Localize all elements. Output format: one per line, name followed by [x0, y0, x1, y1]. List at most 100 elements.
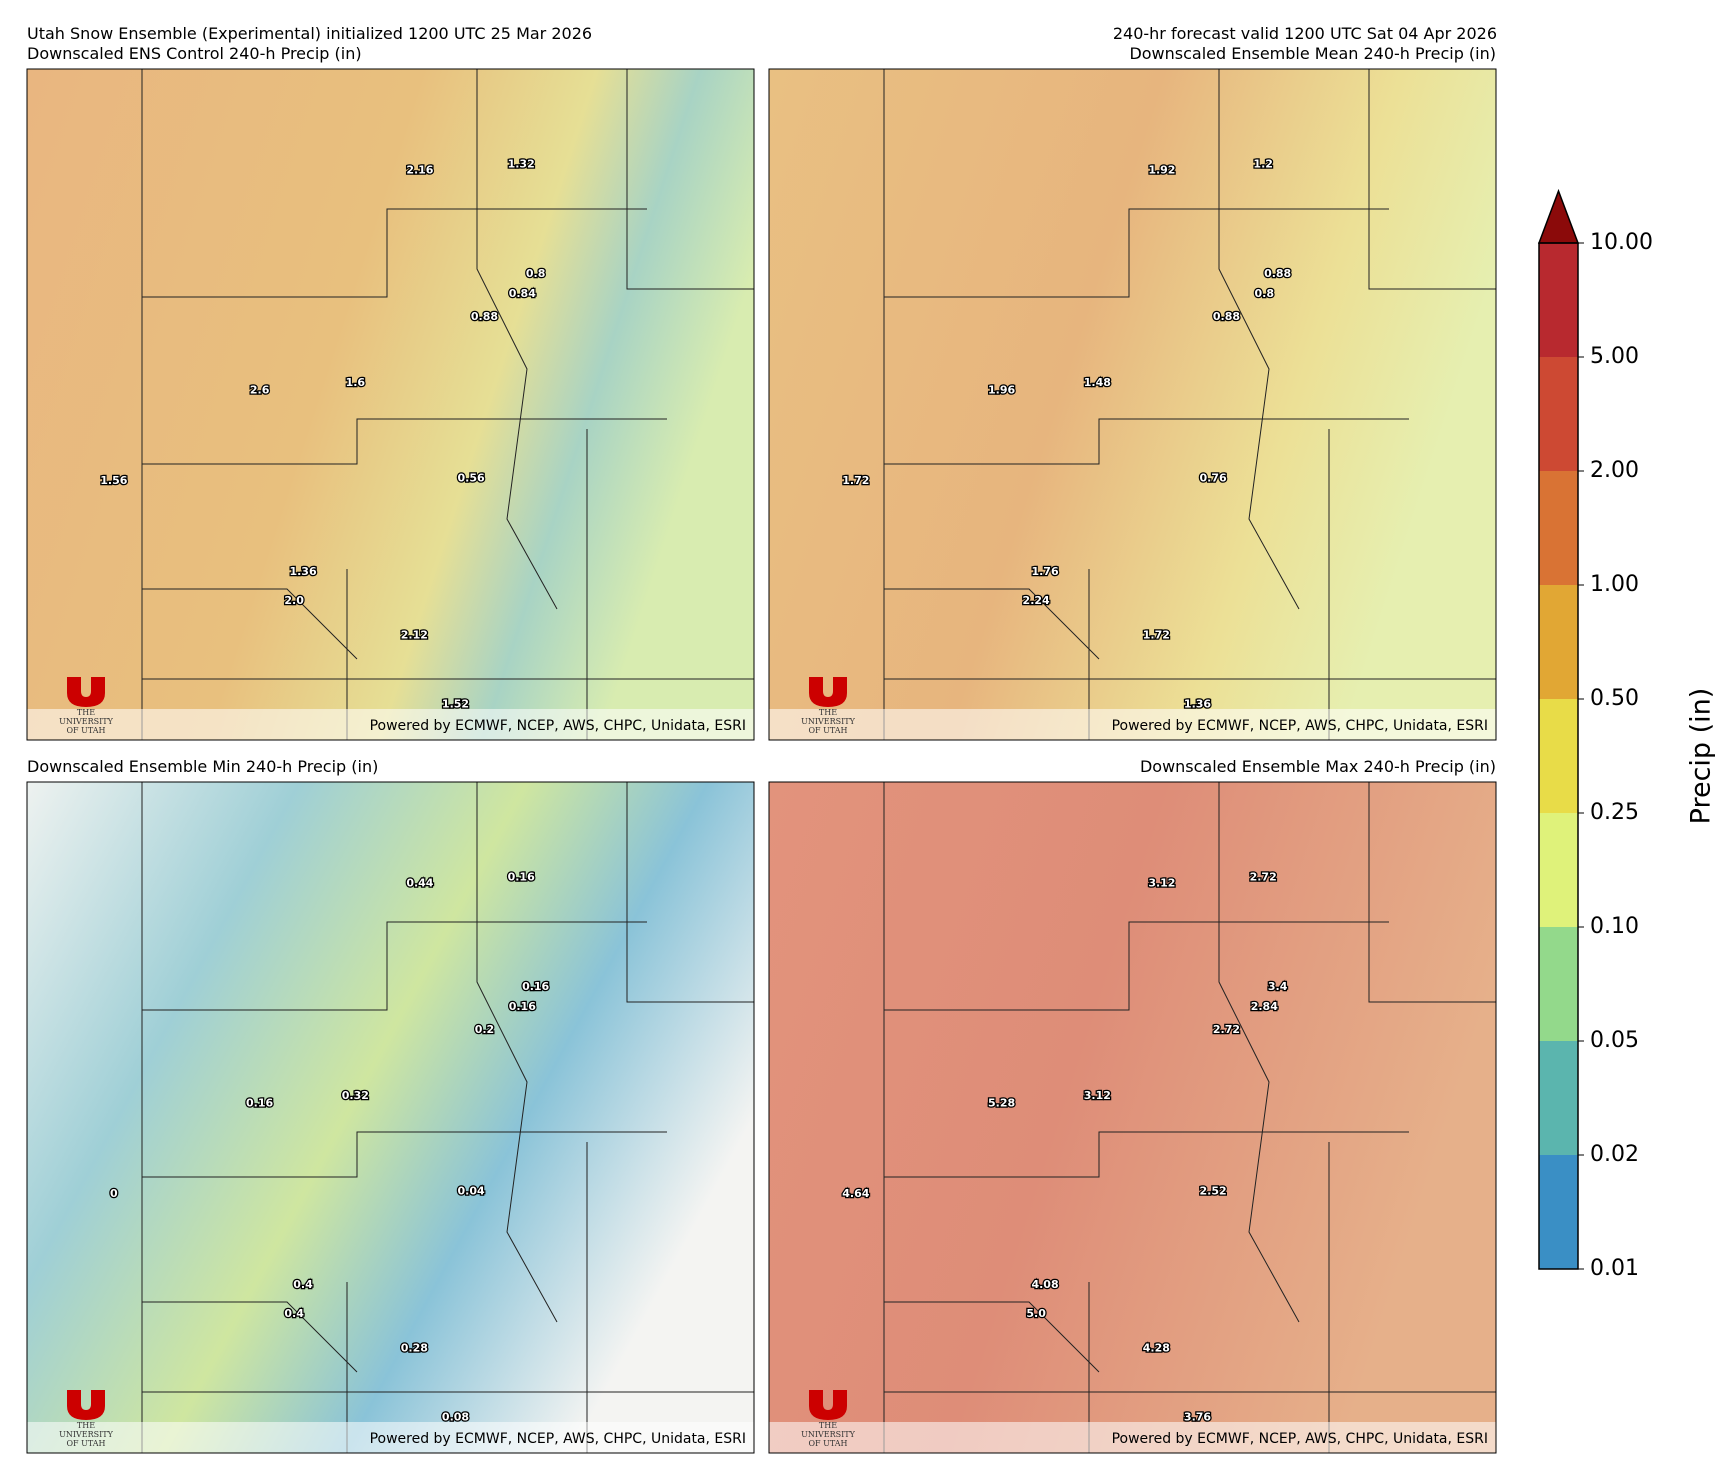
map-background	[27, 782, 754, 1453]
logo-text: THE	[819, 708, 837, 717]
colorbar-segment	[1539, 243, 1578, 357]
colorbar-segment	[1539, 813, 1578, 927]
station-value: 0.16	[508, 871, 535, 884]
credit-strip	[769, 709, 1496, 740]
station-value: 2.16	[406, 163, 433, 176]
colorbar-tick-label: 0.50	[1590, 686, 1639, 711]
logo-text: OF UTAH	[808, 1439, 847, 1448]
station-value: 3.12	[1084, 1089, 1111, 1102]
station-value: 1.6	[346, 376, 366, 389]
logo-text: OF UTAH	[808, 726, 847, 735]
logo-text: THE	[819, 1421, 837, 1430]
logo-u	[67, 1390, 105, 1420]
station-value: 2.72	[1250, 871, 1277, 884]
station-value: 0.88	[1213, 310, 1240, 323]
boundary-line	[626, 69, 754, 290]
station-value: 2.12	[401, 629, 428, 642]
station-value: 1.76	[1031, 565, 1058, 578]
station-value: 2.84	[1251, 1000, 1278, 1013]
station-value: 3.76	[1184, 1411, 1211, 1424]
boundary-line	[884, 921, 1389, 1011]
credit: Powered by ECMWF, NCEP, AWS, CHPC, Unida…	[1112, 1431, 1488, 1447]
station-value: 1.96	[988, 384, 1015, 397]
boundary-line	[1368, 69, 1496, 290]
station-value: 0.32	[342, 1089, 369, 1102]
panel-frame	[26, 781, 755, 1454]
logo-text: UNIVERSITY	[59, 1430, 114, 1439]
station-value: 4.28	[1143, 1342, 1170, 1355]
station-value: 1.36	[1184, 698, 1211, 711]
logo-text: OF UTAH	[66, 726, 105, 735]
station-value: 0.4	[293, 1278, 313, 1291]
credit: Powered by ECMWF, NCEP, AWS, CHPC, Unida…	[1112, 718, 1488, 734]
colorbar-tick-label: 5.00	[1590, 344, 1639, 369]
boundary-line	[626, 782, 754, 1003]
station-value: 2.0	[284, 594, 304, 607]
colorbar-tick-label: 1.00	[1590, 572, 1639, 597]
colorbar-label: Precip (in)	[1686, 688, 1717, 825]
station-value: 0.04	[458, 1185, 485, 1198]
station-value: 0.88	[471, 310, 498, 323]
panel-title: Downscaled Ensemble Mean 240-h Precip (i…	[1129, 44, 1496, 63]
credit: Powered by ECMWF, NCEP, AWS, CHPC, Unida…	[370, 1431, 746, 1447]
colorbar-segment	[1539, 699, 1578, 813]
logo-text: UNIVERSITY	[801, 717, 856, 726]
colorbar-tick-label: 10.00	[1590, 230, 1653, 255]
panel-title: Downscaled Ensemble Min 240-h Precip (in…	[27, 757, 378, 776]
header-left: Utah Snow Ensemble (Experimental) initia…	[27, 24, 592, 43]
panel-frame	[26, 68, 755, 741]
station-value: 1.2	[1253, 158, 1273, 171]
map-panel: 3.12 2.72 3.4 2.84 2.72 5.28 3.12 4.64 2.52 4.08 5…	[768, 781, 1497, 1454]
map-background	[769, 782, 1496, 1453]
logo-text: UNIVERSITY	[59, 717, 114, 726]
station-value: 0.16	[509, 1000, 536, 1013]
panel-frame	[768, 781, 1497, 1454]
station-value: 1.48	[1084, 376, 1111, 389]
colorbar-segment	[1539, 585, 1578, 699]
station-value: 0.44	[406, 876, 433, 889]
colorbar-segment	[1539, 357, 1578, 471]
station-value: 0.2	[475, 1023, 495, 1036]
boundary-line	[142, 1301, 358, 1373]
colorbar-tick-label: 0.05	[1590, 1028, 1639, 1053]
header-right: 240-hr forecast valid 1200 UTC Sat 04 Ap…	[1113, 24, 1497, 43]
logo-text: UNIVERSITY	[801, 1430, 856, 1439]
map-background	[769, 69, 1496, 740]
station-value: 5.28	[988, 1097, 1015, 1110]
colorbar-tick-label: 0.25	[1590, 800, 1639, 825]
credit-strip	[769, 1422, 1496, 1453]
boundary-line	[1218, 782, 1300, 1323]
map-background	[27, 69, 754, 740]
station-value: 4.08	[1031, 1278, 1058, 1291]
station-value: 2.72	[1213, 1023, 1240, 1036]
colorbar-segment	[1539, 1041, 1578, 1155]
map-panel: 2.16 1.32 0.8 0.84 0.88 2.6 1.6 1.56 0.56 1.36 2.0…	[26, 68, 755, 741]
colorbar-frame	[1538, 242, 1579, 1270]
station-value: 1.56	[100, 474, 127, 487]
station-value: 3.4	[1268, 980, 1288, 993]
station-value: 1.36	[289, 565, 316, 578]
map-panel: 1.92 1.2 0.88 0.8 0.88 1.96 1.48 1.72 0.76 1.76 2.…	[768, 68, 1497, 741]
boundary-line	[142, 588, 358, 660]
station-value: 0.4	[284, 1307, 304, 1320]
logo-text: THE	[77, 708, 95, 717]
panel-title: Downscaled ENS Control 240-h Precip (in)	[27, 44, 362, 63]
station-value: 0.28	[401, 1342, 428, 1355]
station-value: 0.16	[246, 1097, 273, 1110]
boundary-line	[476, 69, 558, 610]
panel-title: Downscaled Ensemble Max 240-h Precip (in…	[1140, 757, 1496, 776]
logo-u	[67, 677, 105, 707]
logo-u	[809, 1390, 847, 1420]
station-value: 0	[110, 1187, 118, 1200]
colorbar-tick-label: 0.10	[1590, 914, 1639, 939]
station-value: 2.52	[1200, 1185, 1227, 1198]
boundary-line	[142, 1131, 667, 1178]
boundary-line	[476, 782, 558, 1323]
colorbar-segment	[1539, 1155, 1578, 1269]
boundary-line	[1218, 69, 1300, 610]
station-value: 0.8	[1255, 287, 1275, 300]
boundary-line	[142, 418, 667, 465]
boundary-line	[884, 588, 1100, 660]
station-value: 1.32	[508, 158, 535, 171]
